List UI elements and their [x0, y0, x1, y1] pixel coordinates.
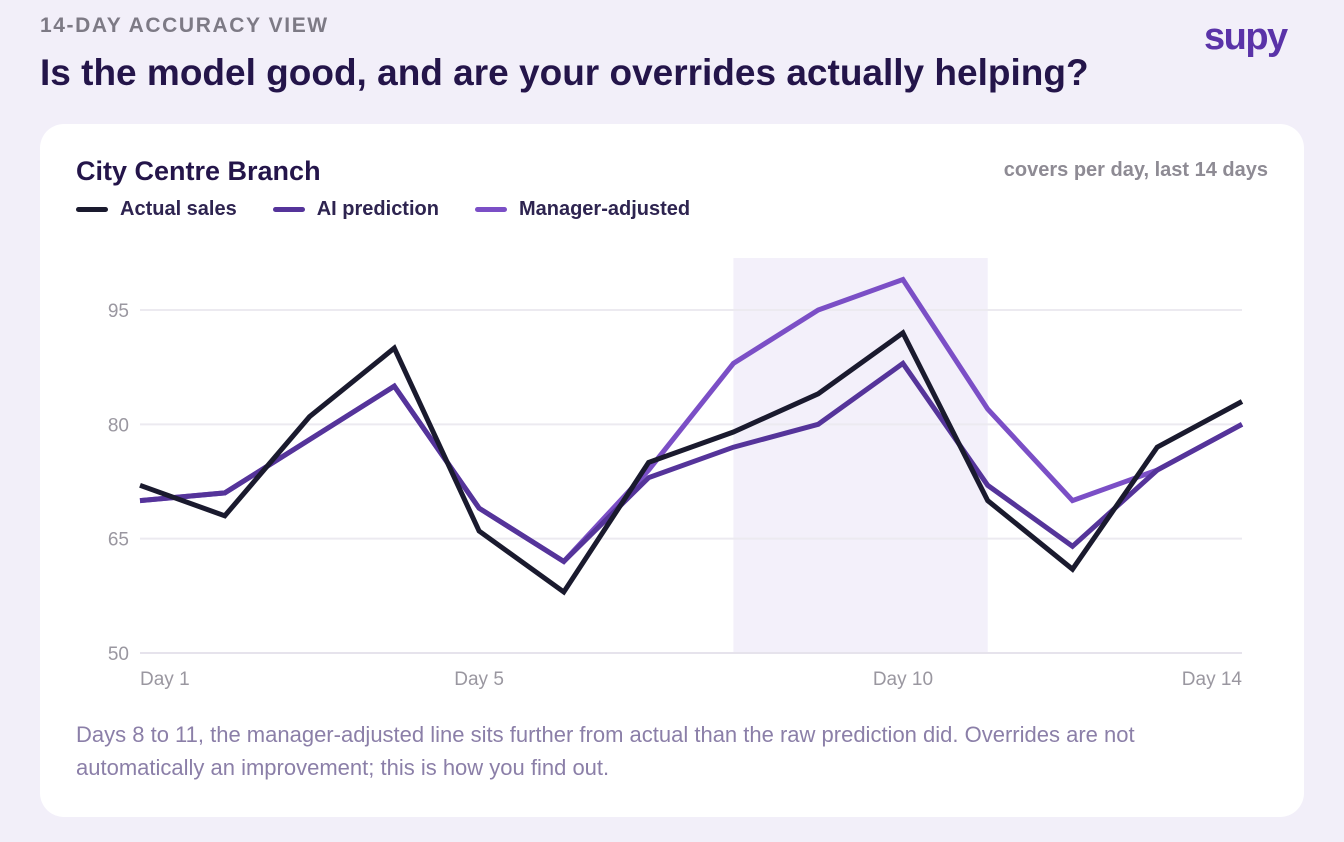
- chart-title: City Centre Branch: [76, 156, 321, 186]
- legend-label-prediction: AI prediction: [316, 198, 439, 220]
- y-tick-label: 65: [108, 530, 129, 551]
- x-tick-label: Day 14: [1182, 669, 1243, 690]
- highlight-band: [733, 258, 988, 653]
- brand-logo: supy: [1204, 16, 1288, 58]
- legend-label-actual: Actual sales: [120, 198, 237, 220]
- legend-swatch-adjusted: [474, 207, 507, 212]
- line-chart: 50 65 80 95 Day 1 Day 5 Day 10 Day 14: [108, 258, 1244, 690]
- chart-card: City Centre Branch covers per day, last …: [40, 124, 1304, 817]
- series-line-prediction: [139, 359, 1244, 565]
- y-tick-label: 50: [108, 644, 129, 665]
- legend-item-adjusted: Manager-adjusted: [474, 198, 691, 221]
- eyebrow-label: 14-DAY ACCURACY VIEW: [40, 14, 329, 37]
- legend-swatch-actual: [76, 207, 108, 212]
- x-tick-label: Day 1: [140, 669, 190, 690]
- legend-label-adjusted: Manager-adjusted: [518, 198, 691, 220]
- x-tick-label: Day 10: [873, 669, 933, 690]
- page-headline: Is the model good, and are your override…: [40, 52, 1089, 93]
- chart-note: Days 8 to 11, the manager-adjusted line …: [76, 722, 1135, 780]
- legend-swatch-prediction: [272, 207, 305, 212]
- legend-item-actual: Actual sales: [76, 198, 237, 221]
- x-tick-label: Day 5: [454, 669, 504, 690]
- y-tick-label: 80: [108, 415, 129, 436]
- chart-units-label: covers per day, last 14 days: [1003, 159, 1268, 181]
- y-tick-label: 95: [108, 301, 129, 322]
- legend-item-prediction: AI prediction: [272, 198, 439, 221]
- series-line-actual: [139, 329, 1244, 596]
- chart-legend: Actual sales AI prediction Manager-adjus…: [76, 198, 726, 221]
